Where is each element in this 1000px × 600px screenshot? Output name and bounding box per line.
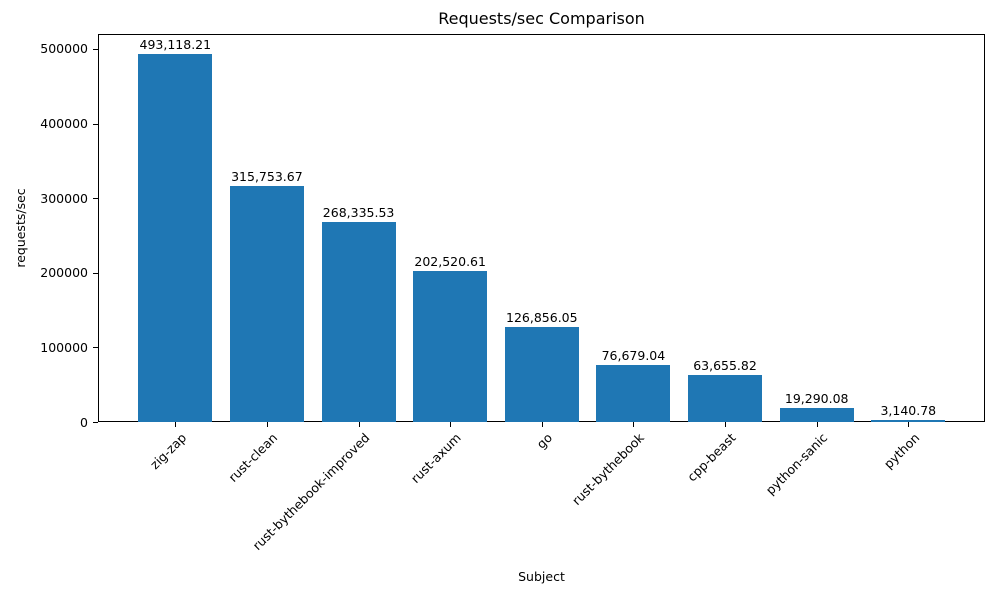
x-axis-tick <box>175 422 177 427</box>
y-axis-tick <box>93 272 98 274</box>
bar-go <box>504 327 579 422</box>
bar-python-sanic <box>779 407 854 422</box>
bar-python <box>871 419 946 422</box>
x-axis-tick <box>633 422 635 427</box>
bar-value-label: 493,118.21 <box>139 37 212 53</box>
y-axis-tick <box>93 198 98 200</box>
x-axis-label: Subject <box>518 569 565 584</box>
bar-value-label: 63,655.82 <box>693 357 757 373</box>
bar-value-label: 76,679.04 <box>601 347 666 363</box>
y-tick-label: 0 <box>80 414 88 430</box>
bar-value-label: 19,290.08 <box>784 390 849 406</box>
bar-value-label: 202,520.61 <box>414 253 486 269</box>
y-axis-tick <box>93 123 98 125</box>
x-axis-tick <box>816 422 818 427</box>
y-axis-tick <box>93 347 98 349</box>
x-tick-label-rust-clean: rust-clean <box>225 430 281 485</box>
x-axis-tick <box>450 422 452 427</box>
y-axis-tick <box>93 422 98 423</box>
bar-rust-bythebook-improved <box>321 221 396 422</box>
bar-zig-zap <box>138 54 213 422</box>
bar-rust-axum <box>413 270 488 422</box>
y-axis-tick <box>93 48 98 50</box>
y-tick-label: 100000 <box>40 339 88 355</box>
bar-rust-clean <box>229 186 304 422</box>
x-axis-tick <box>358 422 360 427</box>
x-tick-label-python: python <box>880 430 922 472</box>
y-tick-label: 200000 <box>40 265 88 281</box>
x-tick-label-go: go <box>533 430 556 452</box>
x-axis-tick <box>725 422 726 427</box>
bar-rust-bythebook <box>596 364 671 422</box>
x-tick-label-rust-bythebook: rust-bythebook <box>568 430 647 509</box>
bar-value-label: 315,753.67 <box>231 169 303 185</box>
bar-value-label: 3,140.78 <box>880 402 937 418</box>
y-tick-label: 500000 <box>40 41 88 57</box>
bar-value-label: 268,335.53 <box>322 204 395 220</box>
y-tick-label: 300000 <box>40 190 88 206</box>
y-tick-label: 400000 <box>40 116 88 131</box>
bar-value-label: 126,856.05 <box>506 310 578 326</box>
chart-title: Requests/sec Comparison <box>438 9 645 28</box>
x-tick-label-cpp-beast: cpp-beast <box>684 430 739 485</box>
x-tick-label-zig-zap: zig-zap <box>146 430 189 473</box>
x-tick-label-rust-axum: rust-axum <box>407 430 464 486</box>
bar-cpp-beast <box>688 374 762 422</box>
x-axis-tick <box>266 422 268 427</box>
x-axis-tick <box>541 422 543 427</box>
x-tick-label-python-sanic: python-sanic <box>762 430 831 498</box>
x-axis-tick <box>908 422 910 427</box>
